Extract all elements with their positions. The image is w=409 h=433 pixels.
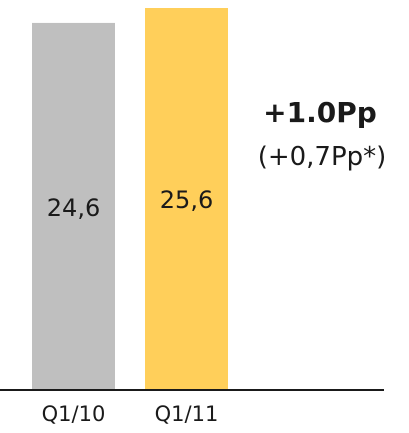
tick-label-q1-10: Q1/10 [42,402,106,426]
bar-q1-10 [32,22,115,390]
adjusted-change-annotation: (+0,7Pp*) [257,142,387,172]
value-label-q1-11: 25,6 [160,186,213,214]
bars-group [32,8,228,390]
tick-label-q1-11: Q1/11 [155,402,219,426]
value-label-q1-10: 24,6 [47,194,100,222]
bar-q1-11 [145,8,228,390]
tick-labels-group: Q1/10 Q1/11 [42,402,219,426]
change-annotation: +1.0Pp [263,96,377,129]
value-labels-group: 24,6 25,6 [47,186,213,222]
